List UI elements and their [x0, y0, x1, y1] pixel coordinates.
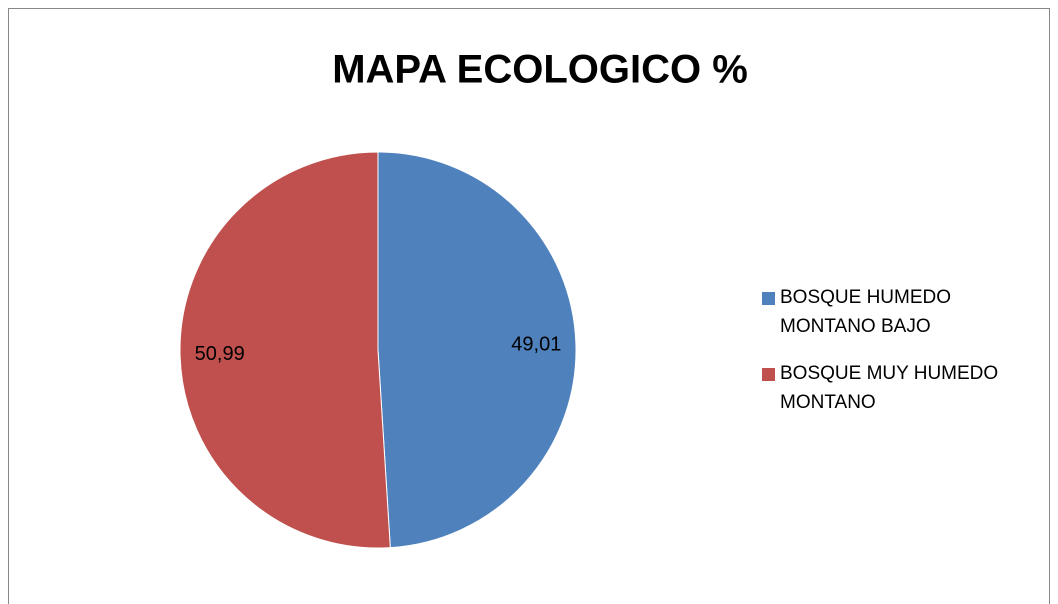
legend-label: BOSQUE HUMEDO MONTANO BAJO [780, 287, 952, 337]
data-label: 49,01 [511, 333, 561, 355]
legend-label: BOSQUE MUY HUMEDO MONTANO [780, 363, 999, 413]
pie-slice [179, 151, 391, 549]
data-label: 50,99 [195, 343, 245, 365]
legend-swatch [762, 292, 775, 305]
chart-title: MAPA ECOLOGICO % [332, 48, 748, 92]
legend-swatch [762, 368, 775, 381]
pie-slice [377, 151, 577, 549]
